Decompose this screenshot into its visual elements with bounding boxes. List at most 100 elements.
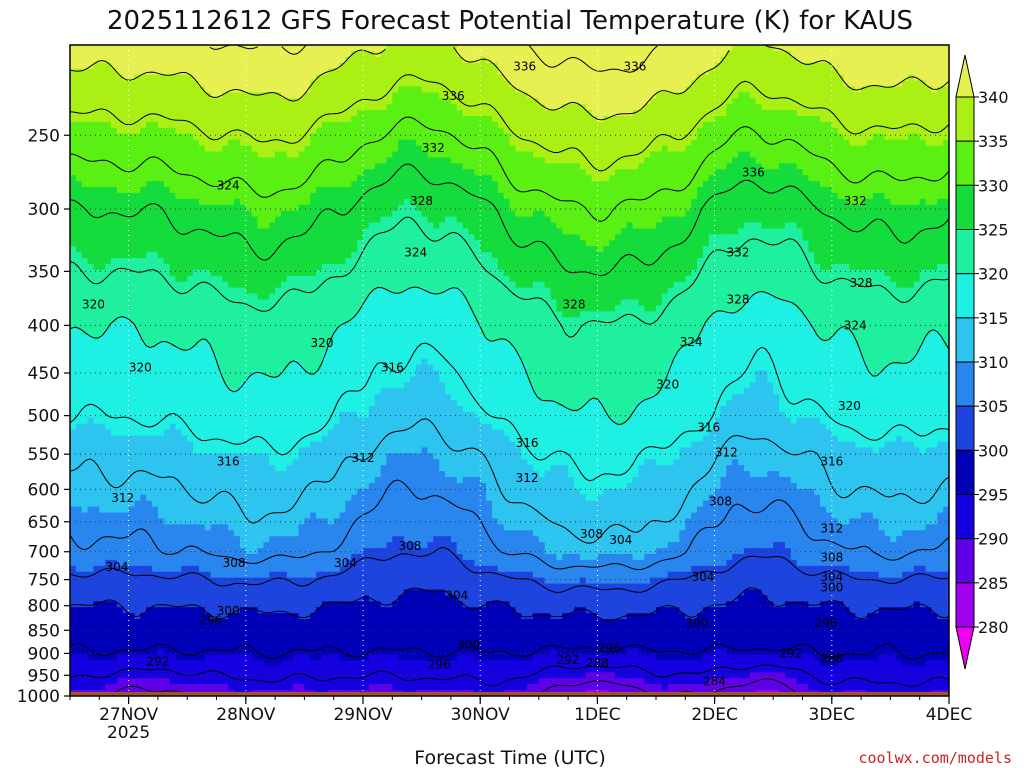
field-cell <box>198 352 206 360</box>
field-cell <box>146 352 153 360</box>
field-cell <box>87 441 95 449</box>
field-cell <box>152 364 159 372</box>
field-cell <box>234 482 241 490</box>
field-cell <box>75 459 83 466</box>
field-cell <box>298 151 305 159</box>
field-cell <box>239 329 247 336</box>
field-cell <box>93 68 100 76</box>
field-cell <box>181 435 188 443</box>
field-cell <box>263 234 270 241</box>
field-cell <box>216 169 223 176</box>
field-cell <box>187 471 194 478</box>
field-cell <box>321 317 329 324</box>
field-cell <box>116 494 124 502</box>
field-cell <box>169 311 177 318</box>
field-cell <box>157 340 165 348</box>
field-cell <box>251 133 259 141</box>
field-cell <box>175 175 182 182</box>
field-cell <box>234 494 241 502</box>
field-cell <box>175 530 182 537</box>
field-cell <box>216 346 223 354</box>
field-cell <box>239 394 247 401</box>
field-cell <box>105 583 112 591</box>
field-cell <box>228 400 235 407</box>
field-cell <box>169 548 177 555</box>
field-cell <box>239 45 247 52</box>
field-cell <box>122 346 130 354</box>
field-cell <box>181 116 188 123</box>
field-cell <box>87 636 95 644</box>
field-cell <box>181 157 188 164</box>
field-cell <box>134 453 141 460</box>
field-cell <box>216 406 223 413</box>
field-cell <box>105 92 112 99</box>
field-cell <box>234 352 241 360</box>
field-cell <box>99 45 106 52</box>
field-cell <box>193 110 200 117</box>
field-cell <box>122 187 130 194</box>
field-cell <box>87 104 95 111</box>
field-cell <box>257 263 264 271</box>
field-cell <box>275 465 282 472</box>
field-cell <box>251 536 259 543</box>
field-cell <box>257 370 264 378</box>
field-cell <box>321 222 329 230</box>
field-cell <box>327 672 335 679</box>
field-cell <box>275 406 282 413</box>
field-cell <box>316 518 323 525</box>
field-cell <box>169 684 177 691</box>
field-cell <box>245 595 253 602</box>
field-cell <box>134 240 141 247</box>
field-cell <box>157 258 165 265</box>
field-cell <box>228 465 235 472</box>
field-cell <box>81 234 89 241</box>
field-cell <box>298 595 305 602</box>
field-cell <box>298 530 305 537</box>
field-cell <box>239 299 247 306</box>
field-cell <box>327 92 335 99</box>
field-cell <box>163 110 171 117</box>
field-cell <box>204 258 212 265</box>
field-cell <box>198 216 206 224</box>
field-cell <box>222 465 229 472</box>
field-cell <box>310 157 317 164</box>
field-cell <box>93 305 100 312</box>
field-cell <box>193 411 200 419</box>
field-cell <box>157 571 165 579</box>
field-cell <box>99 571 106 579</box>
field-cell <box>87 305 95 312</box>
field-cell <box>87 287 95 295</box>
field-cell <box>245 269 253 277</box>
field-cell <box>310 376 317 383</box>
field-cell <box>222 169 229 176</box>
field-cell <box>70 139 77 147</box>
field-cell <box>275 601 282 608</box>
field-cell <box>70 435 77 443</box>
field-cell <box>204 394 212 401</box>
field-cell <box>327 187 335 194</box>
field-cell <box>316 305 323 312</box>
field-cell <box>321 666 329 673</box>
field-cell <box>111 536 118 543</box>
field-cell <box>292 453 300 460</box>
field-cell <box>122 636 130 644</box>
field-cell <box>275 477 282 484</box>
field-cell <box>146 613 153 620</box>
field-cell <box>134 595 141 602</box>
field-cell <box>251 299 259 306</box>
field-cell <box>105 346 112 354</box>
field-cell <box>310 80 317 88</box>
field-cell <box>234 524 241 531</box>
field-cell <box>152 613 159 620</box>
field-cell <box>316 358 323 366</box>
field-cell <box>216 74 223 82</box>
field-cell <box>175 678 182 685</box>
field-cell <box>286 121 294 129</box>
field-cell <box>157 565 165 573</box>
field-cell <box>134 293 141 301</box>
field-cell <box>210 559 218 567</box>
field-cell <box>193 145 200 153</box>
field-cell <box>210 192 218 200</box>
field-cell <box>234 163 241 170</box>
field-cell <box>228 204 235 212</box>
